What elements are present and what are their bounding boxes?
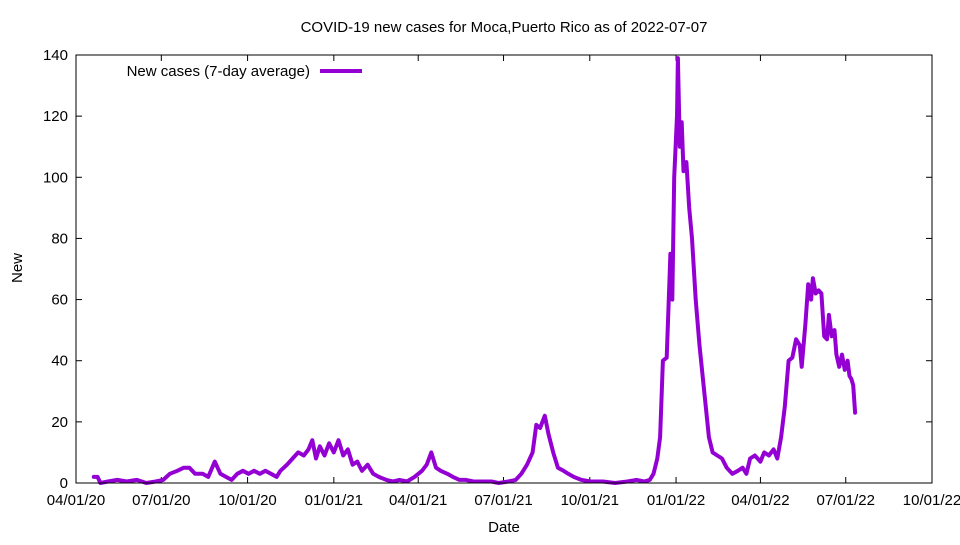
y-axis-label: New bbox=[9, 253, 26, 283]
x-tick-label: 04/01/22 bbox=[731, 492, 789, 509]
y-tick-label: 120 bbox=[43, 108, 68, 125]
x-tick-label: 10/01/21 bbox=[561, 492, 619, 509]
x-tick-label: 07/01/22 bbox=[817, 492, 875, 509]
y-tick-label: 60 bbox=[51, 292, 68, 309]
x-tick-label: 04/01/20 bbox=[47, 492, 105, 509]
data-series bbox=[91, 56, 858, 485]
x-tick-label: 10/01/22 bbox=[903, 492, 960, 509]
x-tick-label: 10/01/20 bbox=[218, 492, 276, 509]
y-tick-label: 20 bbox=[51, 414, 68, 431]
x-tick-label: 07/01/21 bbox=[474, 492, 532, 509]
chart-title: COVID-19 new cases for Moca,Puerto Rico … bbox=[301, 19, 708, 36]
legend-label: New cases (7-day average) bbox=[127, 63, 310, 80]
x-tick-label: 04/01/21 bbox=[389, 492, 447, 509]
x-tick-label: 01/01/22 bbox=[647, 492, 705, 509]
x-tick-label: 01/01/21 bbox=[305, 492, 363, 509]
plot-frame bbox=[75, 54, 933, 484]
axis-ticks: 0 20 40 60 80 100 120 140 04/01/20 07/01/20 10/01/… bbox=[43, 47, 960, 509]
series-line bbox=[91, 56, 858, 485]
x-tick-label: 07/01/20 bbox=[132, 492, 190, 509]
y-tick-label: 40 bbox=[51, 353, 68, 370]
y-tick-label: 140 bbox=[43, 47, 68, 64]
x-axis-label: Date bbox=[488, 519, 520, 536]
legend: New cases (7-day average) bbox=[127, 63, 362, 80]
y-tick-label: 0 bbox=[60, 475, 68, 492]
y-tick-label: 100 bbox=[43, 169, 68, 186]
y-tick-label: 80 bbox=[51, 230, 68, 247]
